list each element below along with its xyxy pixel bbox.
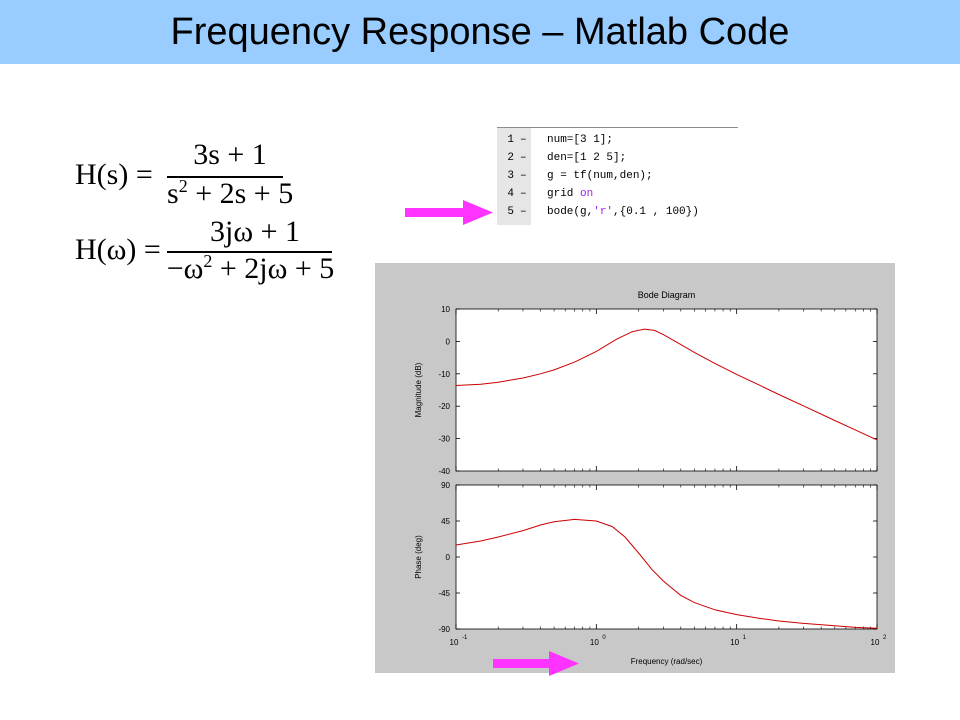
magnitude-ytick-label: 10 (441, 305, 450, 314)
equation-hw-lhs: H(ω) = (75, 233, 161, 266)
magnitude-ytick-label: -10 (438, 370, 450, 379)
code-editor[interactable]: 1 – num=[3 1]; 2 – den=[1 2 5]; 3 – g = … (497, 127, 738, 225)
breakpoint-marker[interactable]: – (520, 134, 527, 146)
equation-hw-denominator: −ω2 + 2jω + 5 (163, 251, 338, 286)
code-text-plain: grid (547, 188, 581, 200)
xtick-label: 10 (450, 638, 459, 647)
magnitude-ylabel: Magnitude (dB) (414, 362, 423, 417)
magnitude-ytick-label: -30 (438, 435, 450, 444)
phase-series-line (455, 518, 878, 629)
equation-hs-lhs: H(s) = (75, 158, 153, 191)
code-line[interactable]: 3 – g = tf(num,den); (497, 167, 738, 185)
chart-xlabel: Frequency (rad/sec) (631, 657, 703, 666)
phase-ytick-label: 90 (441, 481, 450, 490)
equation-hw: H(ω) = 3jω + 1 −ω2 + 2jω + 5 (75, 215, 345, 287)
xtick-exponent: -1 (462, 635, 468, 641)
equation-hw-den-b: + 2jω + 5 (212, 252, 335, 285)
arrow-right-icon (405, 200, 493, 225)
line-number: 3 (507, 170, 514, 182)
equation-hs: H(s) = 3s + 1 s2 + 2s + 5 (75, 138, 295, 210)
line-number: 1 (507, 134, 514, 146)
line-number: 4 (507, 188, 514, 200)
equation-hs-numerator: 3s + 1 (193, 138, 267, 171)
breakpoint-marker[interactable]: – (520, 206, 527, 218)
magnitude-series-line (455, 328, 878, 441)
magnitude-axes (455, 308, 878, 472)
code-text: grid on (547, 185, 593, 203)
xtick-exponent: 0 (602, 635, 606, 641)
code-line[interactable]: 2 – den=[1 2 5]; (497, 149, 738, 167)
arrow-right-icon (493, 651, 579, 676)
breakpoint-marker[interactable]: – (520, 152, 527, 164)
slide-title: Frequency Response – Matlab Code (170, 11, 790, 53)
xtick-label: 10 (590, 638, 599, 647)
xtick-exponent: 2 (883, 635, 887, 641)
breakpoint-marker[interactable]: – (520, 170, 527, 182)
breakpoint-marker[interactable]: – (520, 188, 527, 200)
code-text: den=[1 2 5]; (547, 152, 627, 164)
title-bar (0, 0, 960, 64)
equation-hs-denominator: s2 + 2s + 5 (167, 176, 293, 211)
code-text: g = tf(num,den); (547, 170, 653, 182)
phase-ytick-label: 0 (446, 553, 451, 562)
breakpoint-column[interactable] (518, 128, 531, 225)
phase-ytick-label: -45 (438, 589, 450, 598)
line-number: 5 (507, 206, 514, 218)
code-text: bode(g,'r',{0.1 , 100}) (547, 203, 699, 221)
phase-axes (455, 484, 878, 630)
magnitude-ytick-label: -20 (438, 402, 450, 411)
xtick-label: 10 (871, 638, 880, 647)
equation-hs-fraction-bar (167, 176, 283, 178)
code-line[interactable]: 5 – bode(g,'r',{0.1 , 100}) (497, 203, 738, 221)
phase-ytick-label: -90 (438, 625, 450, 634)
equation-hw-fraction-bar (167, 251, 332, 253)
magnitude-ytick-label: -40 (438, 467, 450, 476)
line-number-gutter (497, 128, 518, 225)
xtick-label: 10 (730, 638, 739, 647)
code-line[interactable]: 4 – grid on (497, 185, 738, 203)
code-string: 'r' (593, 206, 614, 218)
equation-hs-den-a: s (167, 177, 179, 210)
equation-hs-den-sup: 2 (178, 176, 188, 196)
equation-hw-numerator: 3jω + 1 (210, 215, 300, 248)
phase-ylabel: Phase (deg) (414, 535, 423, 579)
equation-hs-den-b: + 2s + 5 (187, 177, 294, 210)
code-editor-top-border (497, 127, 738, 128)
equation-hw-den-sup: 2 (203, 251, 213, 271)
phase-ytick-label: 45 (441, 517, 450, 526)
equation-hw-den-a: −ω (166, 252, 204, 285)
code-line[interactable]: 1 – num=[3 1]; (497, 131, 738, 149)
magnitude-ytick-label: 0 (446, 337, 451, 346)
code-text: num=[3 1]; (547, 134, 614, 146)
code-text-plain: ,{0.1 , 100}) (613, 206, 699, 218)
bode-figure: 10 0 -10 -20 -30 -40 Magnitude (dB) 90 45 0 -45 -90… (375, 263, 895, 673)
code-keyword: on (580, 188, 594, 200)
chart-title: Bode Diagram (638, 290, 696, 300)
xtick-exponent: 1 (743, 635, 747, 641)
line-number: 2 (507, 152, 514, 164)
code-text-plain: bode(g, (547, 206, 594, 218)
